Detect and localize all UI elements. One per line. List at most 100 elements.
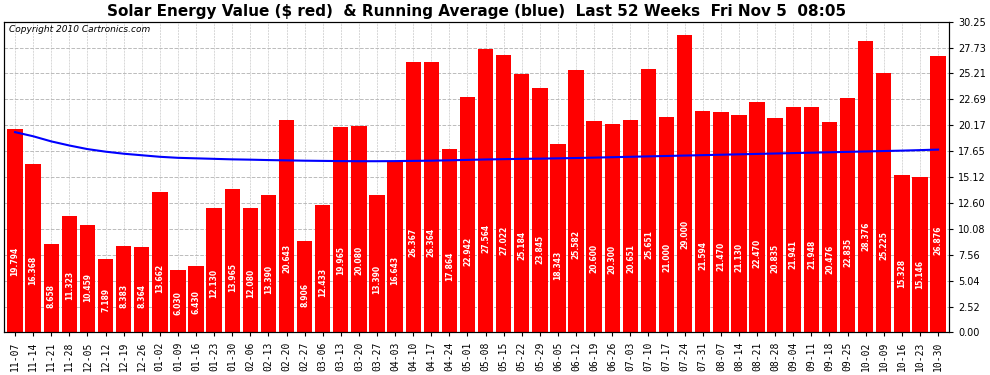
- Text: 16.643: 16.643: [391, 255, 400, 285]
- Bar: [459, 97, 475, 332]
- Text: 12.130: 12.130: [210, 268, 219, 297]
- Text: 19.794: 19.794: [11, 246, 20, 276]
- Text: 17.864: 17.864: [445, 252, 453, 281]
- Bar: [188, 266, 204, 332]
- Text: 21.000: 21.000: [662, 243, 671, 272]
- Text: 25.225: 25.225: [879, 231, 888, 260]
- Text: 13.965: 13.965: [228, 263, 237, 292]
- Text: 20.600: 20.600: [590, 244, 599, 273]
- Text: 20.476: 20.476: [825, 244, 834, 273]
- Bar: [786, 107, 801, 332]
- Text: 8.364: 8.364: [138, 284, 147, 308]
- Text: 21.948: 21.948: [807, 240, 816, 269]
- Bar: [61, 216, 77, 332]
- Text: 27.022: 27.022: [499, 225, 508, 255]
- Bar: [134, 246, 149, 332]
- Text: 13.390: 13.390: [264, 265, 273, 294]
- Bar: [478, 49, 493, 332]
- Text: 25.582: 25.582: [571, 230, 580, 259]
- Text: 15.146: 15.146: [916, 260, 925, 289]
- Text: 8.658: 8.658: [47, 284, 55, 308]
- Bar: [822, 122, 838, 332]
- Text: 7.189: 7.189: [101, 288, 110, 312]
- Bar: [767, 118, 783, 332]
- Text: 19.965: 19.965: [337, 246, 346, 275]
- Text: 20.643: 20.643: [282, 244, 291, 273]
- Bar: [586, 121, 602, 332]
- Bar: [876, 74, 891, 332]
- Bar: [7, 129, 23, 332]
- Text: 12.433: 12.433: [318, 267, 328, 297]
- Bar: [26, 164, 41, 332]
- Bar: [514, 74, 530, 332]
- Bar: [623, 120, 639, 332]
- Text: 29.000: 29.000: [680, 220, 689, 249]
- Text: 15.328: 15.328: [897, 259, 907, 288]
- Text: 21.130: 21.130: [735, 243, 743, 272]
- Bar: [550, 144, 565, 332]
- Bar: [297, 241, 312, 332]
- Bar: [894, 175, 910, 332]
- Bar: [858, 41, 873, 332]
- Bar: [442, 149, 457, 332]
- Bar: [568, 70, 584, 332]
- Text: 26.367: 26.367: [409, 227, 418, 256]
- Text: 8.383: 8.383: [119, 284, 128, 308]
- Bar: [659, 117, 674, 332]
- Bar: [98, 259, 113, 332]
- Bar: [533, 87, 547, 332]
- Text: 21.470: 21.470: [717, 242, 726, 271]
- Bar: [406, 62, 421, 332]
- Bar: [351, 126, 366, 332]
- Bar: [170, 270, 185, 332]
- Text: 27.564: 27.564: [481, 224, 490, 253]
- Bar: [641, 69, 656, 332]
- Bar: [931, 56, 945, 332]
- Text: 22.835: 22.835: [843, 238, 852, 267]
- Text: 26.364: 26.364: [427, 228, 436, 256]
- Text: 22.942: 22.942: [463, 237, 472, 267]
- Text: 22.470: 22.470: [752, 238, 761, 268]
- Text: 21.594: 21.594: [698, 242, 707, 270]
- Text: 6.430: 6.430: [191, 290, 201, 314]
- Title: Solar Energy Value ($ red)  & Running Average (blue)  Last 52 Weeks  Fri Nov 5  : Solar Energy Value ($ red) & Running Ave…: [107, 4, 846, 19]
- Bar: [732, 116, 746, 332]
- Bar: [116, 246, 132, 332]
- Bar: [387, 162, 403, 332]
- Bar: [695, 111, 711, 332]
- Text: 11.323: 11.323: [64, 271, 74, 300]
- Text: 20.651: 20.651: [626, 244, 635, 273]
- Text: 23.845: 23.845: [536, 235, 544, 264]
- Bar: [605, 124, 620, 332]
- Bar: [207, 208, 222, 332]
- Bar: [44, 243, 59, 332]
- Bar: [152, 192, 167, 332]
- Text: 20.300: 20.300: [608, 245, 617, 274]
- Text: 25.184: 25.184: [518, 231, 527, 260]
- Text: 26.876: 26.876: [934, 226, 942, 255]
- Bar: [279, 120, 294, 332]
- Text: 28.376: 28.376: [861, 222, 870, 251]
- Text: 16.368: 16.368: [29, 256, 38, 285]
- Text: 13.662: 13.662: [155, 264, 164, 293]
- Bar: [369, 195, 385, 332]
- Text: 21.941: 21.941: [789, 240, 798, 269]
- Bar: [840, 98, 855, 332]
- Text: 20.080: 20.080: [354, 245, 363, 274]
- Bar: [713, 112, 729, 332]
- Text: 25.651: 25.651: [644, 230, 653, 259]
- Bar: [677, 34, 692, 332]
- Text: Copyright 2010 Cartronics.com: Copyright 2010 Cartronics.com: [9, 25, 150, 34]
- Bar: [804, 107, 819, 332]
- Text: 18.343: 18.343: [553, 251, 562, 280]
- Bar: [260, 195, 276, 332]
- Bar: [749, 102, 764, 332]
- Bar: [243, 209, 258, 332]
- Text: 10.459: 10.459: [83, 273, 92, 302]
- Bar: [333, 128, 348, 332]
- Text: 6.030: 6.030: [173, 291, 182, 315]
- Bar: [424, 62, 439, 332]
- Text: 8.906: 8.906: [300, 283, 309, 307]
- Text: 12.080: 12.080: [246, 268, 254, 298]
- Text: 20.835: 20.835: [770, 243, 780, 273]
